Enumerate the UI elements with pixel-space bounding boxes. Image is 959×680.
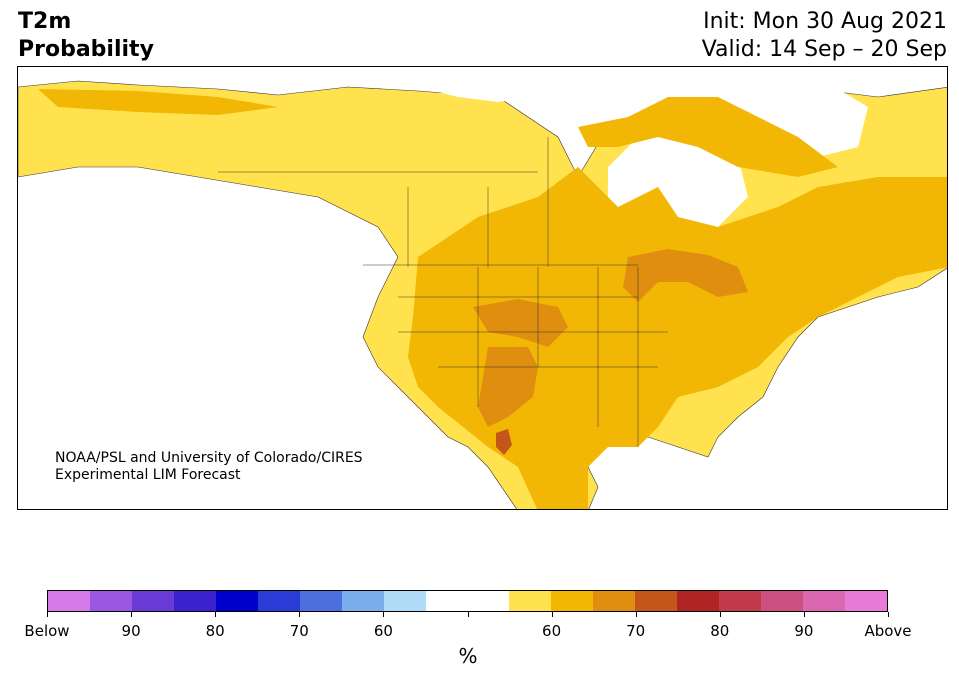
credit-text: NOAA/PSL and University of Colorado/CIRE… (55, 450, 363, 484)
colorbar-cell (635, 591, 678, 611)
colorbar-tick (299, 612, 301, 617)
colorbar-tick-label: 60 (373, 622, 393, 640)
colorbar-cell (48, 591, 90, 611)
colorbar-tick-label: 70 (626, 622, 646, 640)
colorbar-cell (257, 591, 300, 611)
colorbar-tick-label: Above (864, 622, 912, 640)
colorbar-tick (467, 612, 469, 617)
init-date: Init: Mon 30 Aug 2021 (703, 9, 947, 34)
colorbar-cell (593, 591, 636, 611)
boundary-lines (218, 137, 668, 447)
colorbar-cell (509, 591, 552, 611)
valid-range: Valid: 14 Sep – 20 Sep (701, 37, 947, 62)
colorbar-cell (677, 591, 720, 611)
colorbar-cell (173, 591, 216, 611)
colorbar-tick (719, 612, 721, 617)
colorbar-tick-label: 90 (794, 622, 814, 640)
region-65-70 (473, 249, 748, 427)
credit-line-1: NOAA/PSL and University of Colorado/CIRE… (55, 450, 363, 466)
colorbar-tick (383, 612, 385, 617)
credit-line-2: Experimental LIM Forecast (55, 467, 241, 483)
title-block-left: T2m Probability (18, 8, 154, 64)
colorbar-tick-label: 80 (710, 622, 730, 640)
region-70-75 (496, 429, 512, 455)
title-variable: T2m (18, 9, 72, 34)
colorbar-cell (299, 591, 342, 611)
colorbar (47, 590, 888, 612)
colorbar-tick-label: 70 (289, 622, 309, 640)
colorbar-cell (131, 591, 174, 611)
colorbar-tick (551, 612, 553, 617)
colorbar-tick (47, 612, 48, 617)
colorbar-cell (341, 591, 384, 611)
colorbar-cell (467, 591, 510, 611)
colorbar-tick (131, 612, 133, 617)
colorbar-tick (888, 612, 889, 617)
probability-map (18, 67, 947, 509)
region-60-65 (38, 89, 947, 509)
colorbar-cell (551, 591, 594, 611)
colorbar-unit: % (458, 644, 478, 668)
title-quantity: Probability (18, 37, 154, 62)
colorbar-cell (383, 591, 426, 611)
map-panel (17, 66, 948, 510)
colorbar-tick-label: 60 (542, 622, 562, 640)
white-region-arctic (388, 67, 868, 157)
colorbar-cell (761, 591, 804, 611)
colorbar-cell (719, 591, 762, 611)
colorbar-tick (215, 612, 217, 617)
colorbar-tick (803, 612, 805, 617)
white-region-northwest (18, 185, 388, 487)
colorbar-tick-label: 90 (121, 622, 141, 640)
colorbar-cell (425, 591, 468, 611)
colorbar-cell (89, 591, 132, 611)
colorbar-cell (215, 591, 258, 611)
colorbar-cell (845, 591, 888, 611)
colorbar-cell (803, 591, 846, 611)
colorbar-tick-label: 80 (205, 622, 225, 640)
title-block-right: Init: Mon 30 Aug 2021 Valid: 14 Sep – 20… (702, 8, 947, 64)
colorbar-tick-label: Below (24, 622, 70, 640)
colorbar-tick (635, 612, 637, 617)
